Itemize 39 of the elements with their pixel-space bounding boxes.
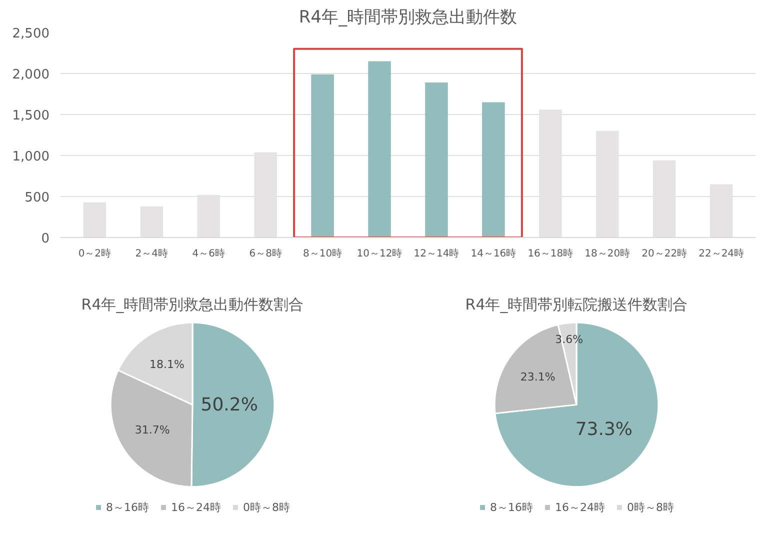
bar	[83, 202, 106, 238]
bar	[482, 102, 505, 238]
x-tick-label: 18～20時	[584, 248, 630, 260]
legend-label: 0時～8時	[243, 500, 290, 514]
bar	[368, 61, 391, 238]
x-tick-label: 10～12時	[356, 248, 402, 260]
bar	[425, 82, 448, 238]
legend-label: 8～16時	[106, 500, 149, 514]
legend-label: 0時～8時	[627, 500, 674, 514]
data-label: 50.2%	[200, 394, 258, 415]
x-tick-label: 14～16時	[470, 248, 516, 260]
data-label: 23.1%	[520, 370, 556, 384]
x-tick-label: 6～8時	[249, 248, 282, 260]
legend-label: 16～24時	[171, 500, 221, 514]
data-label: 73.3%	[575, 418, 633, 440]
chart-title: R4年_時間帯別救急出動件数	[298, 8, 518, 28]
x-tick-label: 22～24時	[698, 248, 744, 260]
y-tick-label: 500	[24, 190, 50, 206]
y-tick-label: 0	[41, 232, 50, 246]
y-tick-label: 1,500	[12, 108, 50, 124]
x-tick-label: 16～18時	[528, 248, 574, 260]
chart-title: R4年_時間帯別転院搬送件数割合	[465, 295, 688, 313]
chart-title: R4年_時間帯別救急出動件数割合	[81, 295, 304, 313]
y-tick-label: 1,000	[12, 150, 50, 164]
x-tick-label: 8～10時	[303, 248, 342, 260]
data-label: 3.6%	[555, 332, 584, 346]
x-tick-label: 12～14時	[414, 248, 460, 260]
x-tick-label: 2～4時	[135, 248, 168, 260]
y-tick-label: 2,500	[12, 26, 50, 42]
x-tick-label: 20～22時	[642, 248, 688, 260]
data-label: 18.1%	[149, 358, 184, 371]
legend-label: 8～16時	[490, 500, 533, 514]
y-tick-label: 2,000	[12, 68, 50, 82]
bar	[140, 206, 164, 238]
x-tick-label: 0～2時	[78, 248, 112, 260]
data-label: 31.7%	[134, 423, 170, 436]
x-tick-label: 4～6時	[192, 248, 225, 260]
legend-label: 16～24時	[555, 500, 605, 514]
bar	[311, 74, 334, 238]
